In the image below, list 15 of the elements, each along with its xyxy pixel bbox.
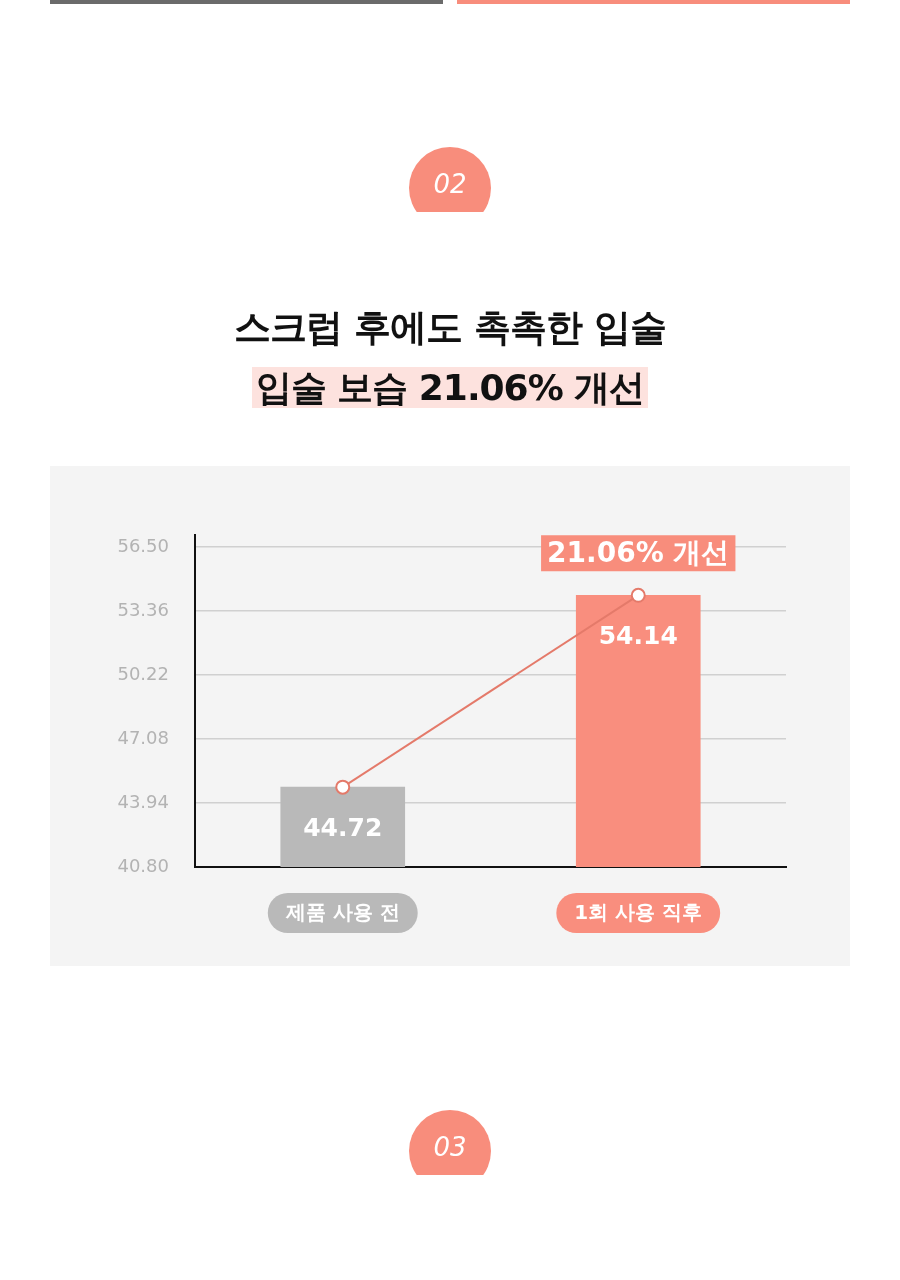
number-badge: 02 xyxy=(409,147,491,212)
chart-subtitle: 입술 보습 21.06% 개선 xyxy=(251,367,649,408)
annotation: 21.06% 개선 xyxy=(547,535,730,569)
data-label: 54.14 xyxy=(598,620,678,650)
y-tick-label: 43.94 xyxy=(117,790,169,812)
y-tick-label: 53.36 xyxy=(117,598,169,620)
number-badge: 03 xyxy=(409,1110,491,1175)
chart-title: 스크럽 후에도 촉촉한 입술 xyxy=(233,305,667,351)
data-label: 44.72 xyxy=(303,812,383,842)
y-tick-label: 40.80 xyxy=(117,854,169,876)
y-tick-label: 50.22 xyxy=(117,662,169,684)
y-tick-label: 47.08 xyxy=(117,726,169,748)
x-tick-label: 제품 사용 전 xyxy=(284,900,400,925)
y-tick-label: 56.50 xyxy=(117,534,169,556)
x-tick-label: 1회 사용 직후 xyxy=(574,900,703,925)
